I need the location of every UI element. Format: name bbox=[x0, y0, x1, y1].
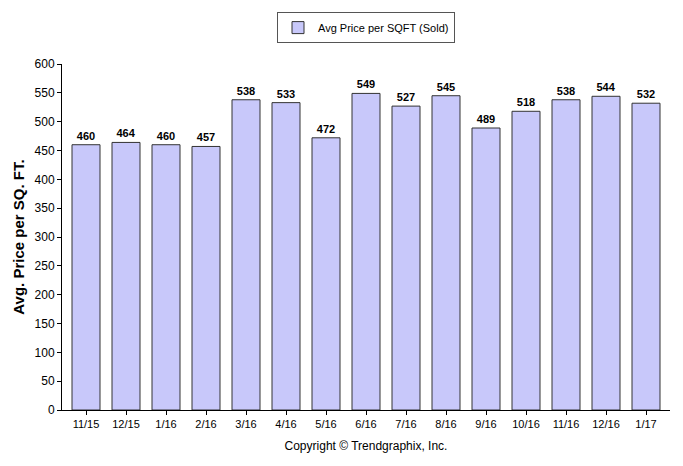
svg-text:527: 527 bbox=[397, 91, 415, 103]
svg-text:0: 0 bbox=[48, 403, 55, 417]
svg-text:9/16: 9/16 bbox=[475, 418, 496, 430]
svg-text:8/16: 8/16 bbox=[435, 418, 456, 430]
svg-text:400: 400 bbox=[35, 173, 55, 187]
svg-text:457: 457 bbox=[197, 131, 215, 143]
svg-text:544: 544 bbox=[596, 81, 615, 93]
svg-text:7/16: 7/16 bbox=[395, 418, 416, 430]
svg-text:518: 518 bbox=[517, 96, 535, 108]
svg-text:150: 150 bbox=[35, 317, 55, 331]
svg-text:250: 250 bbox=[35, 259, 55, 273]
svg-text:600: 600 bbox=[35, 57, 55, 71]
svg-text:460: 460 bbox=[77, 130, 95, 142]
svg-text:464: 464 bbox=[116, 127, 135, 139]
svg-text:538: 538 bbox=[237, 85, 255, 97]
svg-text:533: 533 bbox=[277, 88, 295, 100]
svg-text:538: 538 bbox=[557, 85, 575, 97]
svg-text:1/17: 1/17 bbox=[635, 418, 656, 430]
svg-text:450: 450 bbox=[35, 144, 55, 158]
svg-text:Avg Price per SQFT (Sold): Avg Price per SQFT (Sold) bbox=[318, 22, 448, 34]
svg-text:300: 300 bbox=[35, 230, 55, 244]
svg-text:11/16: 11/16 bbox=[553, 418, 580, 430]
svg-text:200: 200 bbox=[35, 288, 55, 302]
svg-text:460: 460 bbox=[157, 130, 175, 142]
svg-text:10/16: 10/16 bbox=[512, 418, 540, 430]
svg-text:100: 100 bbox=[35, 346, 55, 360]
svg-text:50: 50 bbox=[41, 374, 55, 388]
svg-text:550: 550 bbox=[35, 86, 55, 100]
svg-text:500: 500 bbox=[35, 115, 55, 129]
svg-text:12/15: 12/15 bbox=[112, 418, 140, 430]
svg-text:6/16: 6/16 bbox=[355, 418, 376, 430]
svg-text:12/16: 12/16 bbox=[592, 418, 620, 430]
svg-text:Copyright © Trendgraphix, Inc.: Copyright © Trendgraphix, Inc. bbox=[285, 439, 448, 453]
svg-text:3/16: 3/16 bbox=[235, 418, 256, 430]
svg-text:11/15: 11/15 bbox=[73, 418, 100, 430]
svg-text:1/16: 1/16 bbox=[155, 418, 176, 430]
svg-text:532: 532 bbox=[637, 88, 655, 100]
svg-text:549: 549 bbox=[357, 78, 375, 90]
svg-text:545: 545 bbox=[437, 81, 455, 93]
svg-text:4/16: 4/16 bbox=[275, 418, 296, 430]
svg-text:2/16: 2/16 bbox=[195, 418, 216, 430]
svg-text:489: 489 bbox=[477, 113, 495, 125]
svg-text:5/16: 5/16 bbox=[315, 418, 336, 430]
svg-text:472: 472 bbox=[317, 123, 335, 135]
svg-text:350: 350 bbox=[35, 201, 55, 215]
svg-text:Avg. Price per SQ. FT.: Avg. Price per SQ. FT. bbox=[10, 159, 27, 314]
